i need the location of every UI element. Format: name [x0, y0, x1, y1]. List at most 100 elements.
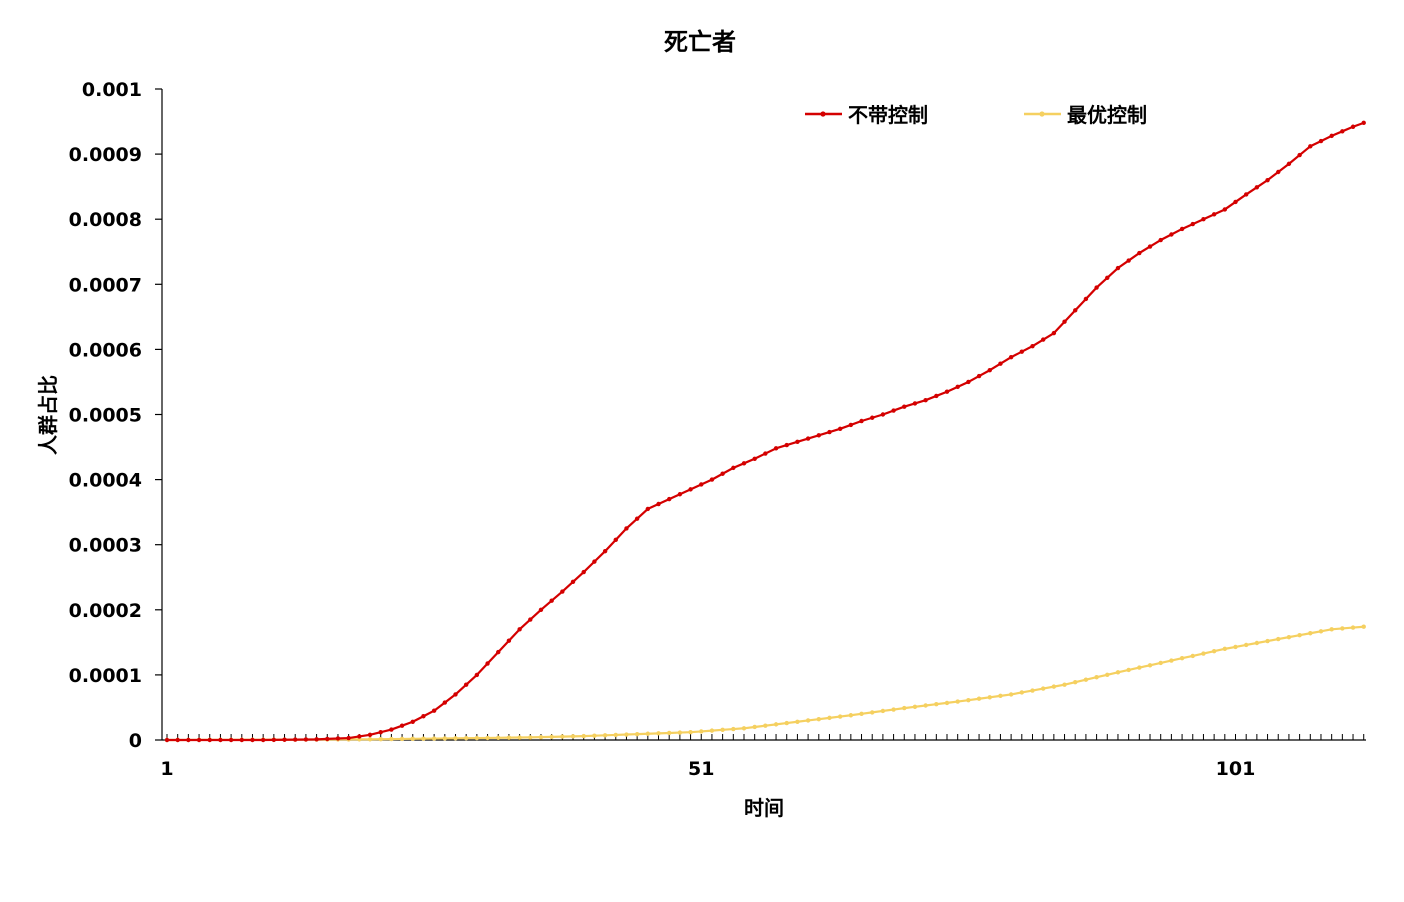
data-point-no-control	[634, 516, 640, 521]
data-point-no-control	[1030, 343, 1035, 349]
data-point-no-control	[624, 526, 629, 531]
data-point-no-control	[934, 393, 939, 399]
data-point-no-control	[773, 446, 779, 451]
data-point-optimal-control	[645, 731, 651, 736]
data-point-no-control	[463, 682, 469, 687]
data-point-optimal-control	[1094, 675, 1099, 680]
data-point-no-control	[645, 506, 651, 512]
data-point-optimal-control	[795, 719, 800, 724]
series-line-optimal-control	[166, 625, 1364, 742]
data-point-optimal-control	[934, 702, 939, 707]
data-point-no-control	[570, 579, 576, 585]
data-point-no-control	[528, 617, 533, 622]
data-point-optimal-control	[367, 737, 373, 742]
data-point-no-control	[912, 401, 918, 406]
data-point-optimal-control	[827, 715, 832, 721]
y-tick-label: 0.0006	[69, 339, 142, 361]
data-point-no-control	[827, 429, 832, 435]
data-point-no-control	[592, 559, 597, 564]
data-point-optimal-control	[709, 728, 715, 733]
data-point-optimal-control	[474, 735, 480, 741]
data-point-no-control	[955, 384, 960, 390]
data-point-optimal-control	[752, 724, 757, 730]
y-tick-label: 0.0001	[69, 665, 142, 687]
data-point-optimal-control	[1350, 625, 1356, 630]
data-point-no-control	[1329, 133, 1334, 139]
data-point-optimal-control	[1211, 649, 1217, 654]
series-line-no-control	[167, 121, 1365, 742]
y-tick-label: 0.0009	[69, 144, 142, 166]
data-point-optimal-control	[1126, 667, 1131, 673]
data-point-no-control	[282, 737, 287, 742]
data-point-optimal-control	[1329, 627, 1334, 632]
data-point-optimal-control	[1040, 686, 1046, 691]
data-point-no-control	[581, 569, 586, 575]
data-point-no-control	[1340, 129, 1345, 134]
data-point-no-control	[837, 426, 843, 432]
data-point-no-control	[1105, 275, 1110, 280]
data-point-no-control	[1158, 237, 1163, 243]
data-point-optimal-control	[1051, 684, 1057, 689]
data-point-no-control	[1308, 144, 1313, 149]
data-point-optimal-control	[1222, 646, 1228, 652]
data-point-no-control	[859, 418, 864, 424]
data-point-no-control	[709, 477, 715, 482]
legend-label-no-control: 不带控制	[848, 103, 928, 127]
data-point-no-control	[699, 482, 704, 487]
data-point-optimal-control	[463, 735, 469, 741]
data-point-no-control	[944, 389, 950, 394]
data-point-optimal-control	[880, 708, 886, 714]
data-point-optimal-control	[1083, 677, 1089, 682]
data-point-optimal-control	[581, 733, 586, 739]
data-point-optimal-control	[1190, 653, 1195, 659]
data-point-optimal-control	[998, 693, 1003, 699]
data-point-optimal-control	[987, 695, 992, 700]
data-point-no-control	[1126, 258, 1131, 263]
data-point-optimal-control	[784, 720, 789, 726]
data-point-no-control	[880, 412, 886, 417]
data-point-optimal-control	[1243, 642, 1249, 648]
data-point-no-control	[335, 736, 341, 741]
data-point-no-control	[1062, 319, 1067, 324]
data-point-optimal-control	[870, 710, 875, 715]
data-point-optimal-control	[602, 733, 608, 738]
data-point-no-control	[399, 723, 405, 728]
y-tick-label: 0.0007	[69, 274, 142, 296]
series-group	[164, 120, 1366, 743]
data-point-no-control	[1083, 296, 1089, 302]
data-point-optimal-control	[1201, 651, 1206, 656]
data-point-no-control	[976, 373, 982, 379]
data-point-optimal-control	[399, 736, 405, 742]
y-tick-label: 0	[129, 730, 142, 752]
legend-item-optimal-control: 最优控制	[1024, 103, 1147, 127]
data-point-no-control	[314, 737, 319, 742]
data-point-no-control	[1211, 212, 1217, 217]
data-point-no-control	[549, 598, 554, 603]
data-point-optimal-control	[805, 718, 811, 723]
data-point-no-control	[228, 737, 234, 743]
y-axis-label: 人群占比	[36, 375, 60, 455]
data-point-no-control	[218, 737, 223, 743]
data-point-no-control	[1233, 199, 1238, 205]
data-point-no-control	[378, 729, 383, 735]
data-point-optimal-control	[1308, 631, 1313, 636]
data-point-no-control	[923, 397, 928, 403]
data-point-optimal-control	[442, 736, 448, 741]
legend-item-no-control: 不带控制	[805, 103, 928, 127]
data-point-no-control	[677, 492, 683, 497]
legend-marker-no-control	[820, 111, 826, 117]
data-point-no-control	[346, 735, 351, 741]
data-point-no-control	[763, 451, 768, 456]
data-point-no-control	[731, 465, 736, 471]
y-tick-label: 0.001	[82, 79, 142, 101]
data-point-optimal-control	[1276, 636, 1281, 642]
data-point-no-control	[389, 727, 394, 732]
data-point-optimal-control	[506, 735, 512, 740]
data-point-optimal-control	[613, 732, 618, 738]
data-point-optimal-control	[421, 736, 426, 741]
data-point-no-control	[752, 456, 757, 461]
data-point-no-control	[250, 737, 255, 743]
data-point-optimal-control	[902, 705, 907, 711]
data-point-no-control	[538, 607, 544, 612]
data-point-no-control	[784, 442, 789, 448]
